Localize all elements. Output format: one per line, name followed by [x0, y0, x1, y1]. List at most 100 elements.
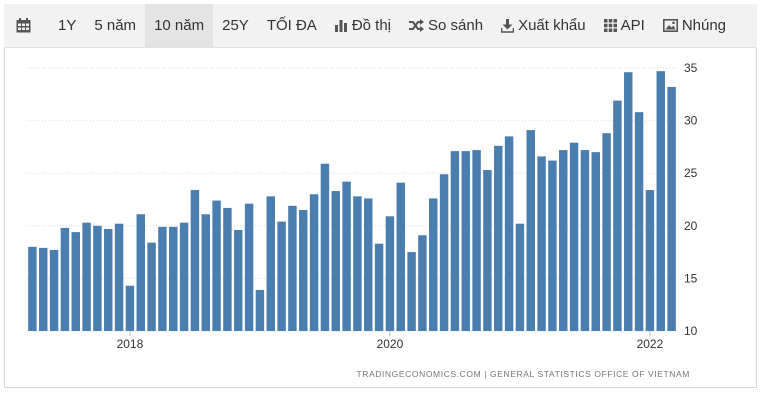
- export-button[interactable]: Xuất khẩu: [492, 4, 595, 47]
- bar[interactable]: [169, 226, 178, 331]
- range-1y-button[interactable]: 1Y: [49, 4, 85, 47]
- bar[interactable]: [147, 242, 156, 331]
- bar[interactable]: [364, 198, 373, 331]
- bar[interactable]: [472, 150, 481, 331]
- y-tick-label: 30: [684, 114, 698, 128]
- bar[interactable]: [71, 232, 80, 331]
- bar[interactable]: [429, 198, 438, 331]
- bar[interactable]: [591, 152, 600, 331]
- range-25y-button[interactable]: 25Y: [213, 4, 258, 47]
- source-attribution: TRADINGECONOMICS.COM | GENERAL STATISTIC…: [356, 369, 690, 379]
- bar[interactable]: [255, 289, 265, 331]
- range-10y-button[interactable]: 10 năm: [145, 4, 214, 47]
- bar[interactable]: [244, 203, 254, 331]
- api-label: API: [620, 17, 645, 34]
- bar[interactable]: [320, 163, 330, 331]
- date-range-button[interactable]: [4, 4, 49, 47]
- download-icon: [501, 18, 515, 33]
- bar[interactable]: [266, 196, 275, 331]
- bar[interactable]: [450, 151, 460, 331]
- bar[interactable]: [613, 100, 622, 331]
- bar[interactable]: [201, 214, 210, 331]
- grid-icon: [603, 19, 617, 32]
- bar[interactable]: [559, 150, 568, 331]
- bar[interactable]: [537, 156, 546, 331]
- bar[interactable]: [234, 230, 243, 331]
- range-10y-label: 10 năm: [154, 17, 205, 34]
- bar[interactable]: [483, 170, 492, 331]
- range-25y-label: 25Y: [222, 17, 249, 34]
- bar[interactable]: [309, 194, 319, 331]
- x-tick-label: 2020: [377, 337, 404, 351]
- chart-type-label: Đồ thị: [351, 17, 392, 34]
- bar[interactable]: [93, 225, 102, 331]
- bar[interactable]: [461, 151, 470, 331]
- bar[interactable]: [60, 227, 70, 331]
- bar[interactable]: [418, 235, 427, 331]
- bar[interactable]: [667, 86, 676, 331]
- bar-series: [28, 71, 676, 332]
- bar[interactable]: [28, 246, 37, 331]
- range-1y-label: 1Y: [58, 17, 77, 34]
- bar[interactable]: [439, 174, 449, 331]
- bar[interactable]: [353, 196, 362, 331]
- x-tick-label: 2022: [637, 337, 664, 351]
- bar[interactable]: [645, 190, 655, 331]
- bar[interactable]: [39, 247, 48, 331]
- calendar-icon: [16, 18, 31, 33]
- embed-label: Nhúng: [681, 17, 727, 34]
- bar[interactable]: [114, 223, 124, 331]
- y-tick-label: 10: [684, 324, 698, 338]
- bar[interactable]: [125, 285, 135, 331]
- bar[interactable]: [526, 130, 535, 331]
- bar[interactable]: [136, 214, 145, 331]
- image-icon: [662, 19, 678, 32]
- export-label: Xuất khẩu: [518, 17, 586, 34]
- bar[interactable]: [515, 223, 525, 331]
- bar[interactable]: [374, 243, 384, 331]
- bar[interactable]: [288, 205, 297, 331]
- bar[interactable]: [331, 191, 340, 331]
- bar-chart-icon: [334, 19, 348, 32]
- bar[interactable]: [656, 71, 665, 331]
- y-tick-label: 35: [684, 61, 698, 75]
- bar[interactable]: [299, 210, 308, 331]
- bar[interactable]: [624, 72, 633, 332]
- gridlines: [27, 67, 677, 332]
- bar[interactable]: [82, 222, 91, 331]
- bar[interactable]: [223, 207, 232, 331]
- bar[interactable]: [342, 181, 351, 331]
- bar[interactable]: [49, 250, 59, 331]
- x-tick-label: 2018: [117, 337, 144, 351]
- bar[interactable]: [396, 182, 405, 331]
- bar[interactable]: [580, 150, 590, 331]
- y-tick-label: 20: [684, 219, 698, 233]
- bar[interactable]: [494, 145, 503, 331]
- bar[interactable]: [504, 136, 514, 331]
- chart-type-button[interactable]: Đồ thị: [326, 4, 400, 47]
- embed-button[interactable]: Nhúng: [654, 4, 735, 47]
- bar[interactable]: [385, 216, 395, 331]
- x-axis: 2018 2020 2022: [117, 331, 664, 351]
- bar[interactable]: [158, 226, 167, 331]
- bar[interactable]: [212, 200, 221, 331]
- bar[interactable]: [548, 160, 557, 331]
- range-5y-button[interactable]: 5 năm: [85, 4, 145, 47]
- y-tick-label: 15: [684, 271, 698, 285]
- bar[interactable]: [104, 228, 113, 331]
- range-max-label: TỐI ĐA: [266, 17, 317, 34]
- bar[interactable]: [277, 221, 286, 331]
- bar[interactable]: [602, 133, 611, 331]
- compare-button[interactable]: So sánh: [400, 4, 492, 47]
- bar[interactable]: [190, 190, 200, 331]
- bar[interactable]: [634, 112, 644, 332]
- bar[interactable]: [407, 252, 416, 331]
- chart-toolbar: 1Y 5 năm 10 năm 25Y TỐI ĐA Đồ thị: [4, 4, 757, 48]
- api-button[interactable]: API: [595, 4, 654, 47]
- bar[interactable]: [179, 222, 189, 331]
- range-max-button[interactable]: TỐI ĐA: [258, 4, 326, 47]
- bar[interactable]: [569, 142, 579, 331]
- shuffle-icon: [409, 19, 425, 32]
- compare-label: So sánh: [428, 17, 484, 34]
